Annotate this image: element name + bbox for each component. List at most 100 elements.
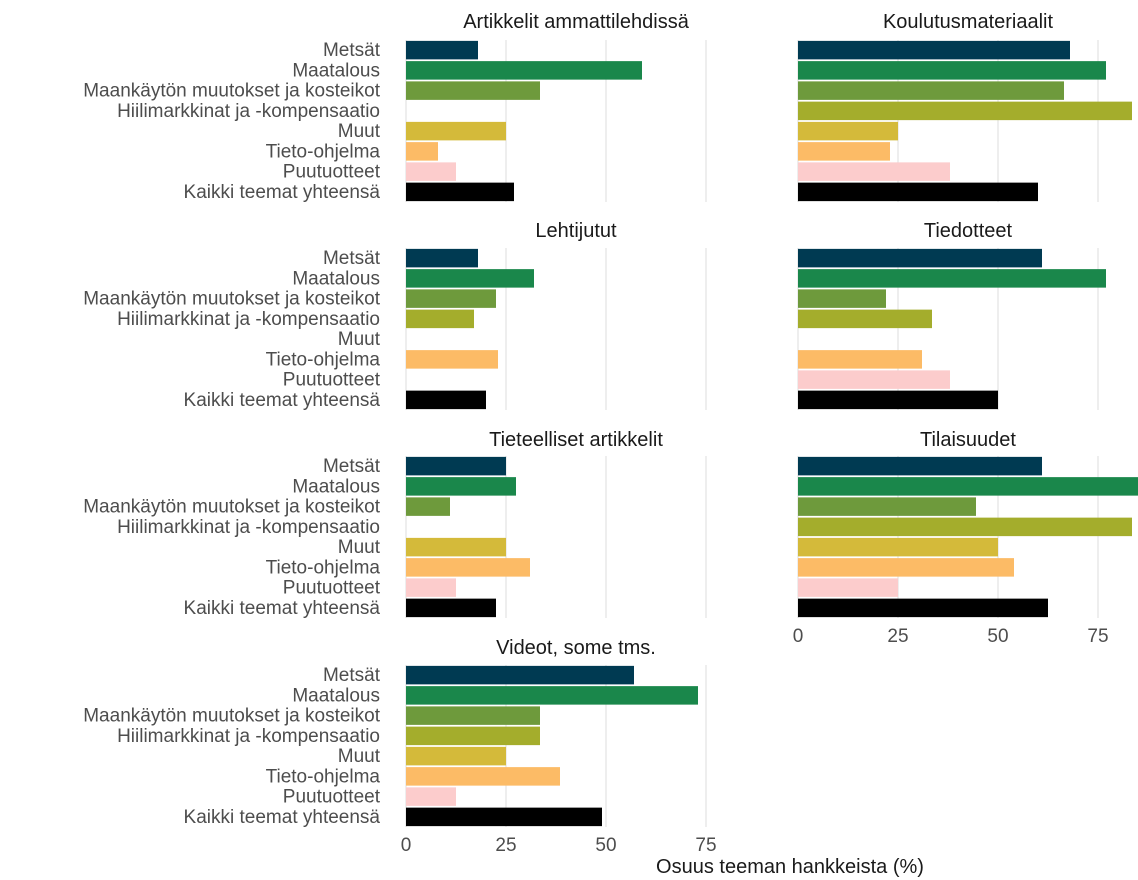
- category-label: Hiilimarkkinat ja -kompensaatio: [117, 517, 380, 538]
- bar: [798, 558, 1014, 577]
- category-label: Tieto-ohjelma: [266, 349, 381, 370]
- x-tick-label: 25: [887, 626, 908, 647]
- bar: [406, 309, 474, 329]
- bar: [798, 598, 1048, 618]
- bar: [798, 101, 1132, 121]
- category-label: Maankäytön muutokset ja kosteikot: [83, 81, 380, 102]
- bar: [406, 578, 456, 597]
- category-label: Puutuotteet: [283, 787, 381, 808]
- panel-5: Tieteelliset artikkelit MetsätMaatalousMa…: [83, 429, 707, 619]
- bar: [798, 61, 1106, 80]
- bar: [406, 121, 506, 141]
- bar: [798, 269, 1106, 288]
- category-label: Maatalous: [292, 60, 380, 81]
- bar: [798, 121, 898, 141]
- category-label: Kaikki teemat yhteensä: [184, 598, 381, 619]
- bar: [406, 477, 516, 496]
- x-tick-label: 75: [1087, 626, 1108, 647]
- panel-title: Koulutusmateriaalit: [883, 11, 1054, 33]
- category-label: Metsät: [323, 248, 381, 269]
- bar: [798, 162, 950, 181]
- bar: [406, 81, 540, 100]
- panel-6: Tilaisuudet 0 25 50 75: [793, 429, 1138, 647]
- category-label: Puutuotteet: [283, 162, 381, 183]
- category-label: Metsät: [323, 665, 381, 686]
- category-label: Muut: [338, 121, 381, 142]
- bar: [798, 309, 932, 329]
- panel-1: Artikkelit ammattilehdissä MetsätMaatalou…: [83, 11, 707, 203]
- category-label: Muut: [338, 329, 381, 350]
- category-label: Muut: [338, 746, 381, 767]
- x-tick-label: 75: [695, 835, 716, 856]
- bar: [406, 537, 506, 557]
- bar: [406, 767, 560, 786]
- bar: [406, 269, 534, 288]
- bar: [406, 289, 496, 308]
- bar: [406, 686, 698, 705]
- category-label: Maatalous: [292, 476, 380, 497]
- bar: [406, 558, 530, 577]
- bar: [406, 497, 450, 516]
- bar: [798, 390, 998, 410]
- bar: [406, 390, 486, 410]
- bar: [406, 598, 496, 618]
- bar: [798, 578, 898, 597]
- bar: [798, 248, 1042, 268]
- x-tick-label: 50: [987, 626, 1008, 647]
- bar: [798, 517, 1132, 537]
- bar: [798, 40, 1070, 60]
- bar: [406, 746, 506, 766]
- bar: [798, 350, 922, 369]
- bar: [406, 726, 540, 746]
- bar: [406, 61, 642, 80]
- bar: [798, 142, 890, 161]
- category-label: Maankäytön muutokset ja kosteikot: [83, 497, 380, 518]
- panel-title: Videot, some tms.: [496, 637, 656, 659]
- category-label: Tieto-ohjelma: [266, 141, 381, 162]
- bar: [406, 787, 456, 806]
- x-tick-label: 0: [401, 835, 412, 856]
- bar: [798, 477, 1138, 496]
- category-label: Tieto-ohjelma: [266, 557, 381, 578]
- category-label: Puutuotteet: [283, 578, 381, 599]
- x-axis-title: Osuus teeman hankkeista (%): [656, 856, 924, 878]
- bar: [798, 456, 1042, 476]
- bar: [798, 497, 976, 516]
- x-tick-label: 50: [595, 835, 616, 856]
- bar: [406, 182, 514, 202]
- bar: [406, 706, 540, 725]
- bar: [406, 665, 634, 685]
- bar: [798, 182, 1038, 202]
- category-label: Muut: [338, 537, 381, 558]
- panel-2: Koulutusmateriaalit: [797, 11, 1132, 202]
- x-tick-label: 25: [495, 835, 516, 856]
- panel-7: Videot, some tms. MetsätMaatalousMaankäyt…: [83, 637, 716, 856]
- category-label: Kaikki teemat yhteensä: [184, 807, 381, 828]
- category-label: Puutuotteet: [283, 370, 381, 391]
- bar: [406, 350, 498, 369]
- panel-title: Lehtijutut: [535, 220, 617, 242]
- category-label: Kaikki teemat yhteensä: [184, 182, 381, 203]
- category-label: Kaikki teemat yhteensä: [184, 390, 381, 411]
- category-label: Maankäytön muutokset ja kosteikot: [83, 706, 380, 727]
- bar: [406, 142, 438, 161]
- category-label: Metsät: [323, 40, 381, 61]
- bar: [406, 248, 478, 268]
- category-label: Maatalous: [292, 685, 380, 706]
- category-label: Maatalous: [292, 268, 380, 289]
- bar: [798, 289, 886, 308]
- bar: [406, 162, 456, 181]
- bar: [406, 456, 506, 476]
- category-label: Maankäytön muutokset ja kosteikot: [83, 289, 380, 310]
- bar: [406, 807, 602, 827]
- panel-title: Tieteelliset artikkelit: [489, 429, 663, 451]
- bar: [406, 40, 478, 60]
- x-tick-label: 0: [793, 626, 804, 647]
- bar: [798, 370, 950, 389]
- category-label: Hiilimarkkinat ja -kompensaatio: [117, 101, 380, 122]
- panel-title: Artikkelit ammattilehdissä: [463, 11, 690, 33]
- category-label: Metsät: [323, 456, 381, 477]
- category-label: Hiilimarkkinat ja -kompensaatio: [117, 309, 380, 330]
